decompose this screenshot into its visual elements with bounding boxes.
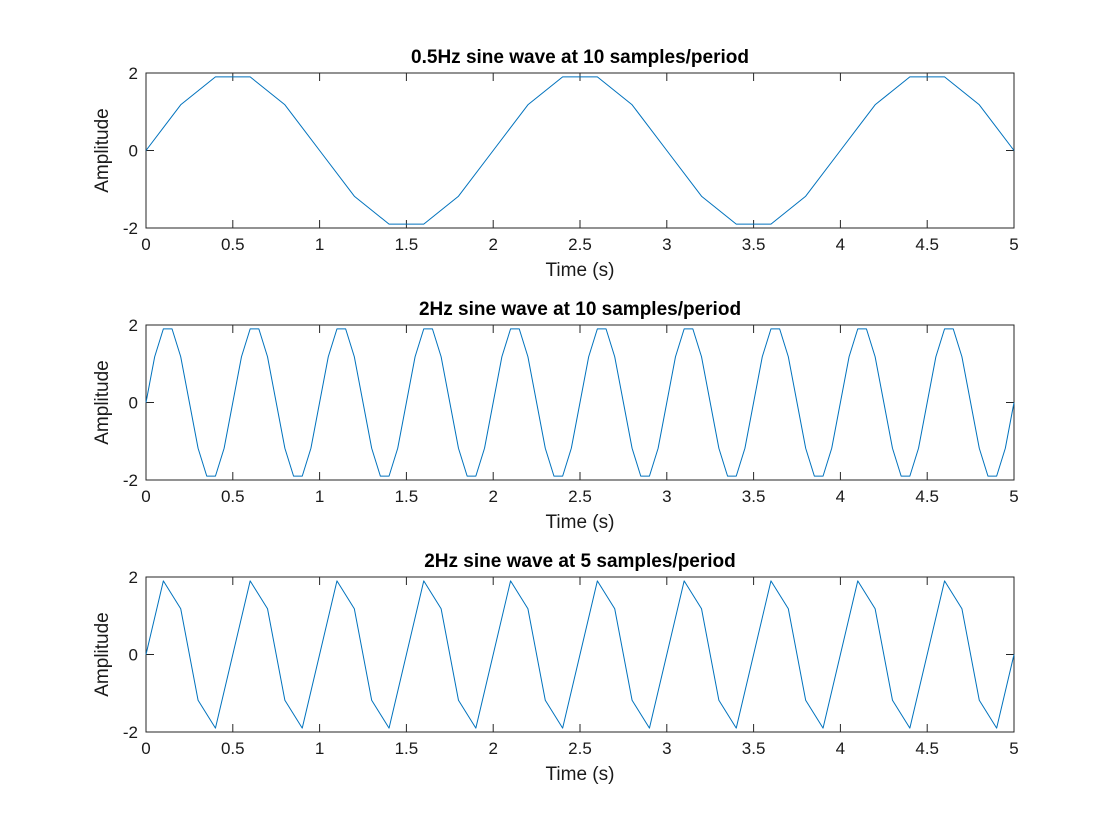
x-tick-label: 1.5: [395, 487, 419, 506]
y-tick-label: 0: [129, 394, 138, 413]
x-tick-label: 2: [488, 739, 497, 758]
x-tick-label: 1: [315, 487, 324, 506]
x-axis-label: Time (s): [546, 512, 615, 533]
x-tick-label: 2.5: [568, 487, 592, 506]
x-tick-label: 2.5: [568, 739, 592, 758]
y-axis-label: Amplitude: [92, 612, 113, 697]
subplot-2: 2Hz sine wave at 10 samples/period 0 0.5 1 1…: [92, 299, 1019, 533]
x-tick-label: 3.5: [742, 235, 766, 254]
chart-title: 2Hz sine wave at 5 samples/period: [424, 551, 736, 572]
y-tick-label: -2: [123, 723, 138, 742]
axes-box: [145, 72, 1015, 229]
series-line-1: [145, 76, 1015, 225]
x-tick-label: 1.5: [395, 235, 419, 254]
x-tick-label: 4: [836, 487, 845, 506]
x-tick-label: 0.5: [221, 487, 245, 506]
y-tick-label: 0: [129, 646, 138, 665]
x-tick-label: 2: [488, 235, 497, 254]
y-tick-label: 0: [129, 142, 138, 161]
x-tick-label: 0.5: [221, 739, 245, 758]
y-tick-label: -2: [123, 219, 138, 238]
chart-title: 0.5Hz sine wave at 10 samples/period: [411, 47, 749, 68]
x-tick-label: 4.5: [915, 235, 939, 254]
x-tick-label: 3: [662, 235, 671, 254]
x-tick-label: 4: [836, 739, 845, 758]
x-tick-label: 2.5: [568, 235, 592, 254]
y-tick-label: 2: [129, 64, 138, 83]
subplot-1: 0.5Hz sine wave at 10 samples/period 0 0.5…: [92, 47, 1019, 281]
series-line-1: [145, 328, 1015, 477]
x-tick-label: 4.5: [915, 739, 939, 758]
x-tick-label: 0: [141, 235, 150, 254]
x-axis-label: Time (s): [546, 764, 615, 785]
x-tick-label: 3: [662, 487, 671, 506]
x-tick-label: 0.5: [221, 235, 245, 254]
subplot-3: 2Hz sine wave at 5 samples/period 0 0.5 1 1.…: [92, 551, 1019, 785]
x-tick-label: 3.5: [742, 739, 766, 758]
y-tick-label: 2: [129, 316, 138, 335]
x-tick-label: 2: [488, 487, 497, 506]
y-tick-label: -2: [123, 471, 138, 490]
chart-title: 2Hz sine wave at 10 samples/period: [419, 299, 741, 320]
y-axis-label: Amplitude: [92, 360, 113, 445]
x-tick-label: 4.5: [915, 487, 939, 506]
x-tick-label: 1: [315, 739, 324, 758]
x-tick-label: 0: [141, 487, 150, 506]
y-tick-label: 2: [129, 568, 138, 587]
x-tick-label: 5: [1009, 487, 1018, 506]
series-line-1: [145, 580, 1015, 729]
x-tick-label: 4: [836, 235, 845, 254]
y-axis-label: Amplitude: [92, 108, 113, 193]
x-tick-label: 5: [1009, 235, 1018, 254]
x-tick-label: 3.5: [742, 487, 766, 506]
x-tick-label: 1: [315, 235, 324, 254]
x-tick-label: 3: [662, 739, 671, 758]
x-axis-label: Time (s): [546, 260, 615, 281]
x-tick-label: 0: [141, 739, 150, 758]
x-tick-label: 1.5: [395, 739, 419, 758]
x-tick-label: 5: [1009, 739, 1018, 758]
